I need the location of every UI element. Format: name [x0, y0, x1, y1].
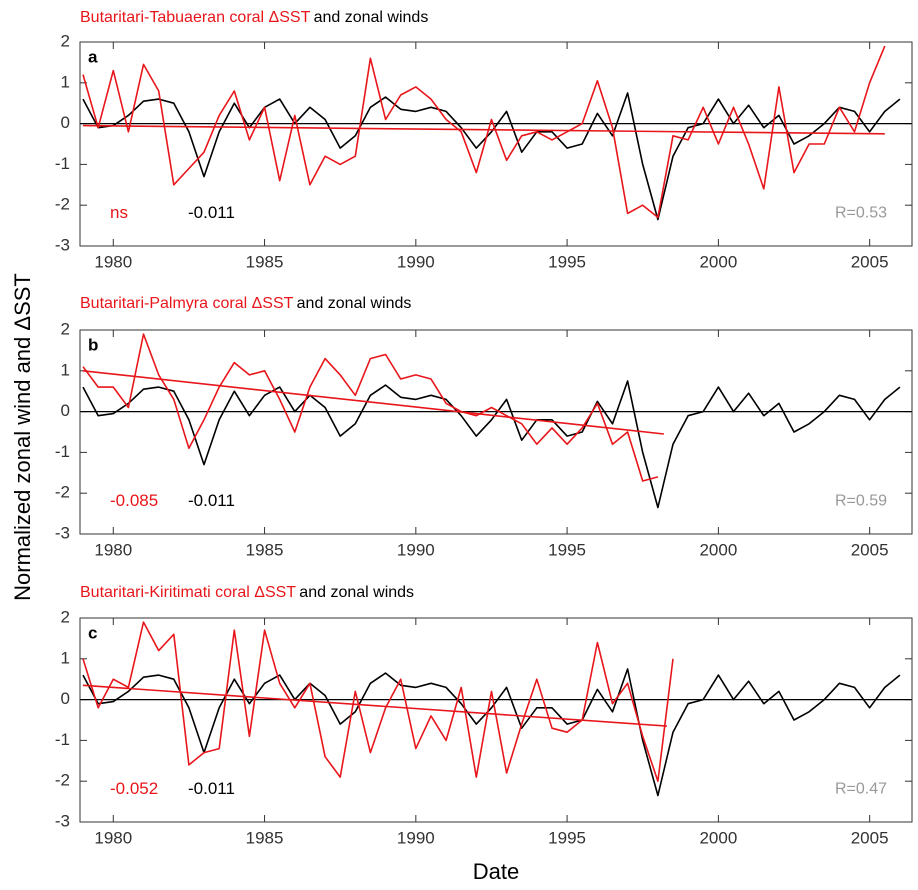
correlation-note: R=0.59 [835, 493, 887, 510]
y-tick-label: -2 [55, 195, 70, 214]
panel-title: Butaritari-Kiritimati coral ΔSST and zona… [80, 584, 414, 601]
panel-label: c [88, 623, 97, 642]
x-tick-label: 1990 [397, 828, 435, 847]
data-line [82, 333, 659, 482]
y-tick-label: -3 [55, 235, 70, 254]
y-tick-label: 0 [61, 689, 70, 708]
panel-title: Butaritari-Palmyra coral ΔSST and zonal w… [80, 295, 411, 312]
data-line [82, 380, 901, 509]
x-tick-label: 1980 [94, 828, 132, 847]
x-tick-label: 1990 [397, 540, 435, 559]
x-tick-label: 2000 [699, 828, 737, 847]
x-tick-label: 2000 [699, 252, 737, 271]
red-slope-note: -0.052 [110, 779, 158, 798]
title-suffix: and zonal winds [297, 295, 412, 312]
trend-line [82, 370, 664, 435]
panel-label: b [88, 335, 98, 354]
plot-frame [79, 41, 913, 247]
trend-line [82, 684, 667, 727]
x-tick-label: 1995 [548, 252, 586, 271]
data-line [82, 45, 886, 219]
y-tick-label: 1 [61, 648, 70, 667]
y-axis-label: Normalized zonal wind and ΔSST [10, 273, 35, 601]
title-suffix: and zonal winds [314, 9, 429, 26]
y-tick-label: 1 [61, 72, 70, 91]
x-tick-label: 1980 [94, 540, 132, 559]
y-tick-label: -2 [55, 771, 70, 790]
black-slope-note: -0.011 [188, 491, 235, 510]
x-tick-label: 1995 [548, 828, 586, 847]
y-tick-label: 0 [61, 401, 70, 420]
panel-label: a [88, 47, 98, 66]
x-tick-label: 2005 [851, 540, 889, 559]
correlation-note: R=0.53 [835, 205, 887, 222]
x-tick-label: 2000 [699, 540, 737, 559]
black-slope-note: -0.011 [188, 203, 235, 222]
y-tick-label: 0 [61, 113, 70, 132]
title-colored: Butaritari-Tabuaeran coral ΔSST [80, 9, 311, 26]
panel-title: Butaritari-Tabuaeran coral ΔSST and zonal… [80, 9, 428, 26]
red-slope-note: ns [110, 203, 128, 222]
x-axis-label: Date [473, 859, 519, 884]
data-line [82, 668, 901, 797]
plot-frame [79, 329, 913, 535]
y-tick-label: 2 [61, 607, 70, 626]
correlation-note: R=0.47 [835, 781, 887, 798]
y-tick-label: -1 [55, 442, 70, 461]
y-tick-label: -3 [55, 811, 70, 830]
x-tick-label: 1990 [397, 252, 435, 271]
data-line [82, 621, 674, 782]
black-slope-note: -0.011 [188, 779, 235, 798]
red-slope-note: -0.085 [110, 491, 158, 510]
x-tick-label: 1985 [246, 828, 284, 847]
x-tick-label: 2005 [851, 252, 889, 271]
y-tick-label: -1 [55, 730, 70, 749]
x-tick-label: 1985 [246, 540, 284, 559]
x-tick-label: 1985 [246, 252, 284, 271]
plot-frame [79, 617, 913, 823]
title-colored: Butaritari-Kiritimati coral ΔSST [80, 584, 296, 601]
x-tick-label: 2005 [851, 828, 889, 847]
data-line [82, 92, 901, 221]
y-tick-label: -1 [55, 154, 70, 173]
title-suffix: and zonal winds [299, 584, 414, 601]
y-tick-label: -3 [55, 523, 70, 542]
x-tick-label: 1980 [94, 252, 132, 271]
title-colored: Butaritari-Palmyra coral ΔSST [80, 295, 294, 312]
y-tick-label: 1 [61, 360, 70, 379]
y-tick-label: 2 [61, 31, 70, 50]
y-tick-label: -2 [55, 483, 70, 502]
trend-line [82, 124, 885, 135]
x-tick-label: 1995 [548, 540, 586, 559]
y-tick-label: 2 [61, 319, 70, 338]
